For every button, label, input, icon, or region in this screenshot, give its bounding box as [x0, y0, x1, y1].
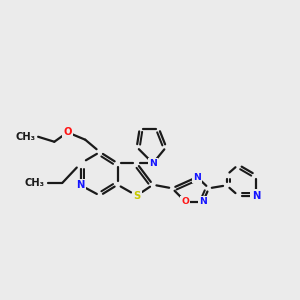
Text: N: N	[193, 172, 201, 182]
Text: N: N	[252, 190, 260, 201]
Text: O: O	[182, 197, 189, 206]
Text: CH₃: CH₃	[15, 132, 35, 142]
Text: O: O	[63, 127, 72, 137]
Text: S: S	[133, 190, 140, 201]
Text: CH₃: CH₃	[25, 178, 45, 188]
Text: N: N	[76, 180, 85, 190]
Text: N: N	[149, 159, 157, 168]
Text: N: N	[199, 197, 207, 206]
